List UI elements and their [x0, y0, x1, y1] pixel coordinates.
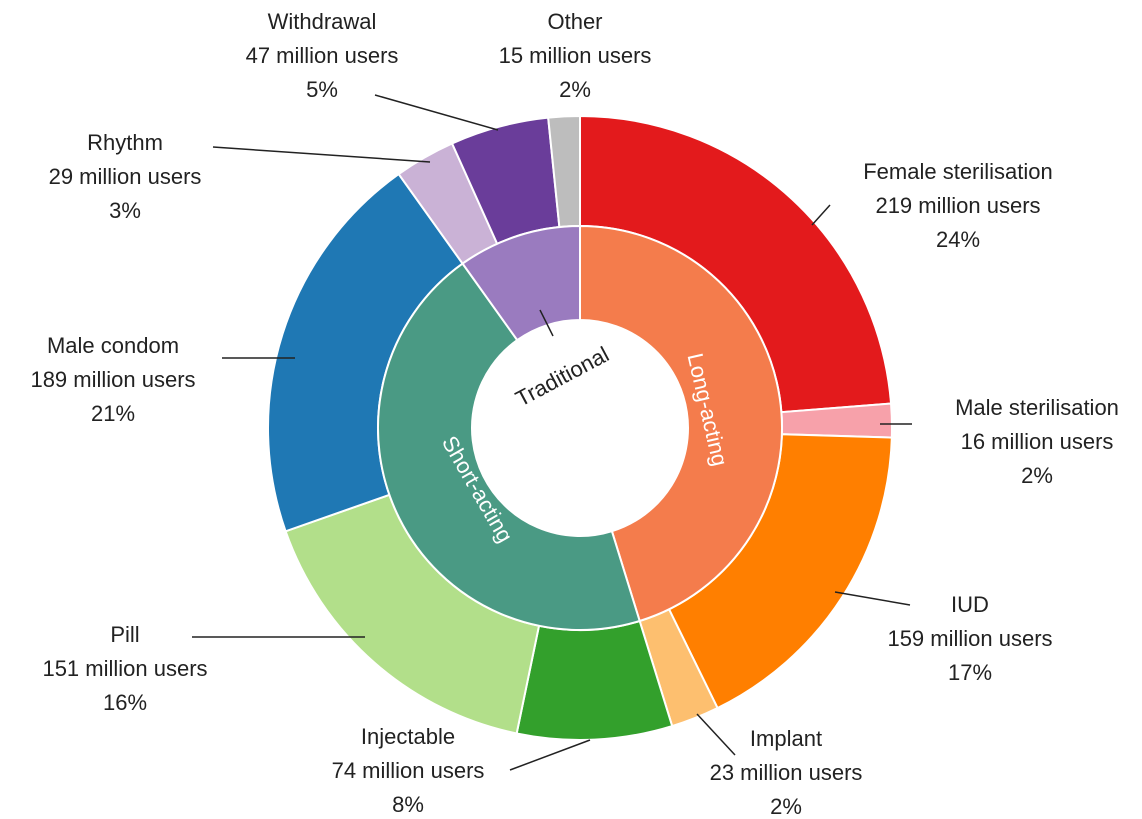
segment-value-label: 47 million users	[246, 43, 399, 68]
segment-percent-label: 24%	[936, 227, 980, 252]
segment-name: Implant	[750, 726, 822, 751]
segment-percent-label: 2%	[559, 77, 591, 102]
segment-name: Rhythm	[87, 130, 163, 155]
segment-name: Male condom	[47, 333, 179, 358]
inner-segment	[461, 224, 581, 342]
segment-name: Injectable	[361, 724, 455, 749]
segment-name: Withdrawal	[268, 9, 377, 34]
segment-percent-label: 16%	[103, 690, 147, 715]
segment-name: Female sterilisation	[863, 159, 1053, 184]
segment-name: IUD	[951, 592, 989, 617]
segment-name: Pill	[110, 622, 139, 647]
leader-line	[374, 94, 499, 131]
leader-line	[212, 146, 431, 163]
leader-line	[539, 309, 554, 337]
segment-percent-label: 8%	[392, 792, 424, 817]
segment-value-label: 23 million users	[710, 760, 863, 785]
segment-percent-label: 2%	[770, 794, 802, 819]
segment-percent-label: 21%	[91, 401, 135, 426]
segment-value-label: 151 million users	[42, 656, 207, 681]
segment-name: Other	[547, 9, 602, 34]
leader-line	[811, 204, 831, 226]
segment-percent-label: 3%	[109, 198, 141, 223]
segment-value-label: 159 million users	[887, 626, 1052, 651]
inner-segment	[579, 224, 783, 623]
segment-value-label: 29 million users	[49, 164, 202, 189]
segment-value-label: 189 million users	[30, 367, 195, 392]
leader-line	[696, 713, 736, 756]
leader-line	[834, 591, 911, 606]
segment-percent-label: 5%	[306, 77, 338, 102]
group-label: Traditional	[511, 342, 613, 412]
inner-segment	[377, 262, 641, 631]
segment-value-label: 74 million users	[332, 758, 485, 783]
leader-line	[509, 739, 591, 771]
segment-value-label: 219 million users	[875, 193, 1040, 218]
segment-value-label: 16 million users	[961, 429, 1114, 454]
segment-percent-label: 2%	[1021, 463, 1053, 488]
segment-name: Male sterilisation	[955, 395, 1119, 420]
segment-value-label: 15 million users	[499, 43, 652, 68]
segment-percent-label: 17%	[948, 660, 992, 685]
